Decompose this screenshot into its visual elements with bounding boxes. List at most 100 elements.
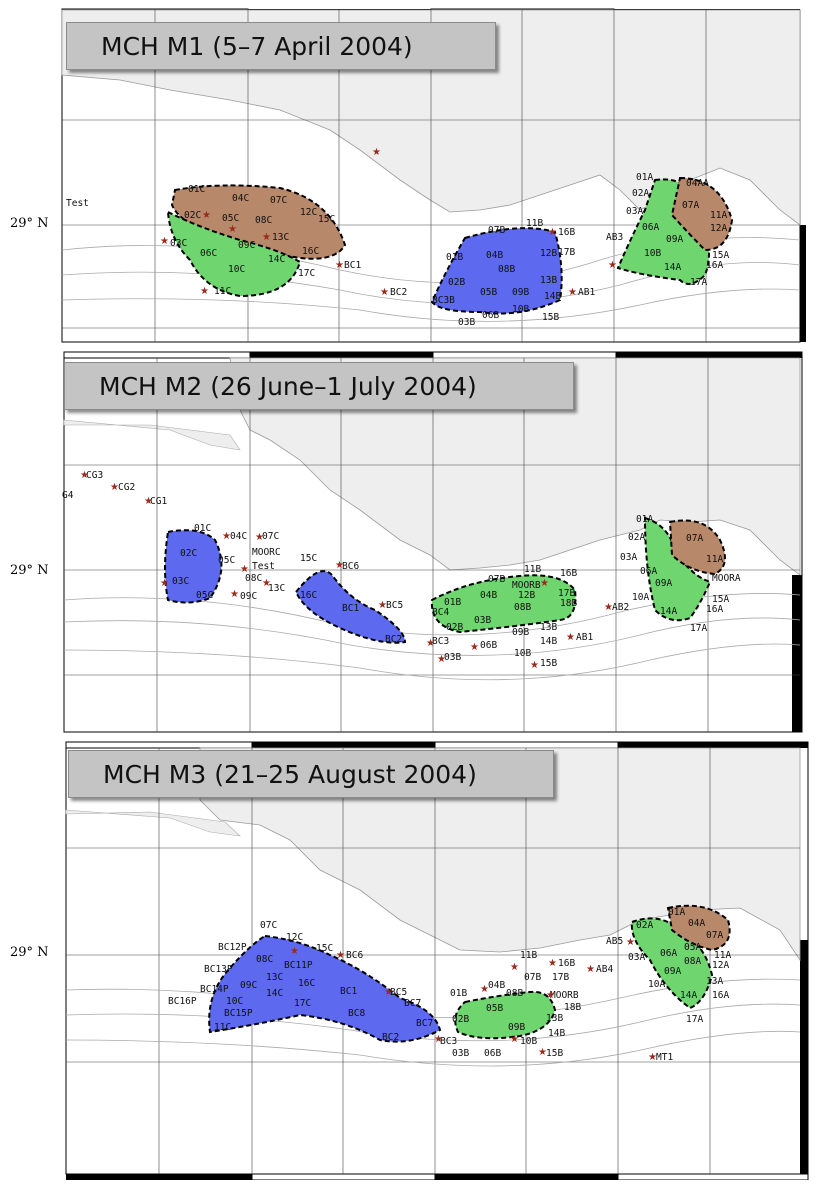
- svg-text:08A: 08A: [684, 956, 701, 967]
- svg-text:★: ★: [80, 470, 89, 481]
- svg-text:★: ★: [510, 962, 519, 973]
- svg-text:08C: 08C: [256, 954, 273, 965]
- svg-text:★: ★: [384, 987, 393, 998]
- svg-text:01A: 01A: [636, 172, 653, 183]
- panel-title: MCH M1 (5–7 April 2004): [66, 22, 496, 70]
- svg-text:06A: 06A: [640, 566, 657, 577]
- svg-text:17A: 17A: [690, 623, 707, 634]
- svg-text:BC2: BC2: [390, 287, 407, 298]
- svg-text:01C: 01C: [188, 184, 205, 195]
- land-area: [229, 357, 801, 576]
- svg-text:16B: 16B: [558, 958, 575, 969]
- svg-text:04C: 04C: [230, 531, 247, 542]
- svg-text:05B: 05B: [486, 1003, 503, 1014]
- svg-text:AB3: AB3: [606, 232, 623, 243]
- region-green-center: [454, 990, 557, 1040]
- svg-text:14B: 14B: [548, 1028, 565, 1039]
- region-blue-center: [430, 227, 563, 315]
- map-panel-m2: CG3 CG2 CG1 G4 01C 04C 07C 02C 05C MOORC 15C BC6 …: [0, 350, 823, 740]
- svg-text:09B: 09B: [512, 627, 529, 638]
- station-labels-m3: 07C 12C 15C BC6 BC12P 08C BC11P BC13P 13C 16C BC…: [168, 907, 731, 1063]
- svg-text:10A: 10A: [632, 592, 649, 603]
- svg-text:★: ★: [548, 227, 557, 238]
- svg-text:MOORA: MOORA: [712, 573, 741, 584]
- svg-text:03B: 03B: [452, 1048, 469, 1059]
- svg-text:03C: 03C: [172, 576, 189, 587]
- svg-text:02A: 02A: [636, 920, 653, 931]
- svg-text:★: ★: [380, 287, 389, 298]
- svg-text:12A: 12A: [710, 223, 727, 234]
- svg-text:04B: 04B: [486, 250, 503, 261]
- svg-text:07A: 07A: [686, 533, 703, 544]
- svg-text:BC8: BC8: [348, 1008, 365, 1019]
- svg-text:11B: 11B: [520, 950, 537, 961]
- svg-text:BC1: BC1: [344, 260, 361, 271]
- svg-text:17A: 17A: [690, 277, 707, 288]
- svg-text:Test: Test: [66, 198, 89, 209]
- svg-text:CG2: CG2: [118, 482, 135, 493]
- svg-text:★: ★: [290, 946, 299, 957]
- svg-text:★: ★: [228, 224, 237, 235]
- svg-text:03A: 03A: [620, 552, 637, 563]
- svg-text:03A: 03A: [628, 952, 645, 963]
- svg-text:04A: 04A: [688, 918, 705, 929]
- svg-text:09A: 09A: [664, 966, 681, 977]
- svg-text:09A: 09A: [655, 578, 672, 589]
- map-canvas-m3: 07C 12C 15C BC6 BC12P 08C BC11P BC13P 13C 16C BC…: [65, 741, 809, 1180]
- svg-text:04AA: 04AA: [686, 178, 709, 189]
- svg-text:05C: 05C: [222, 213, 239, 224]
- svg-text:09C: 09C: [240, 980, 257, 991]
- station-markers-m1: ★ ★ ★ ★ ★ ★ ★ ★ ★ ★ ★: [160, 147, 617, 298]
- svg-text:14A: 14A: [664, 262, 681, 273]
- svg-text:14A: 14A: [660, 606, 677, 617]
- svg-text:16B: 16B: [558, 227, 575, 238]
- svg-text:13B: 13B: [546, 1013, 563, 1024]
- svg-text:BC14P: BC14P: [200, 984, 229, 995]
- svg-text:10A: 10A: [648, 979, 665, 990]
- svg-text:12C: 12C: [300, 207, 317, 218]
- svg-text:07A: 07A: [706, 930, 723, 941]
- svg-text:★: ★: [378, 600, 387, 611]
- svg-text:03C: 03C: [170, 238, 187, 249]
- svg-text:★: ★: [262, 578, 271, 589]
- svg-text:★: ★: [335, 560, 344, 571]
- grid-lines: [66, 748, 800, 1174]
- svg-text:★: ★: [538, 1047, 547, 1058]
- svg-text:★: ★: [566, 632, 575, 643]
- svg-text:03B: 03B: [458, 317, 475, 328]
- svg-text:16C: 16C: [302, 246, 319, 257]
- svg-text:★: ★: [336, 950, 345, 961]
- svg-text:11A: 11A: [714, 950, 731, 961]
- svg-text:02B: 02B: [452, 1014, 469, 1025]
- svg-text:10B: 10B: [520, 1036, 537, 1047]
- svg-text:★: ★: [240, 564, 249, 575]
- svg-text:★: ★: [434, 1034, 443, 1045]
- svg-text:BC3: BC3: [432, 636, 449, 647]
- latitude-label: 29° N: [10, 563, 49, 578]
- svg-text:★: ★: [230, 589, 239, 600]
- svg-text:BC5: BC5: [386, 600, 403, 611]
- svg-text:01A: 01A: [668, 907, 685, 918]
- svg-text:11A: 11A: [710, 210, 727, 221]
- svg-text:07C: 07C: [262, 531, 279, 542]
- svg-text:★: ★: [546, 990, 555, 1001]
- svg-text:BC15P: BC15P: [224, 1008, 253, 1019]
- svg-text:01A: 01A: [636, 514, 653, 525]
- scale-bars: [65, 741, 809, 1180]
- svg-text:11C: 11C: [214, 1022, 231, 1033]
- svg-text:08B: 08B: [498, 264, 515, 275]
- region-blue-west: [208, 934, 442, 1043]
- svg-text:BC6: BC6: [342, 561, 359, 572]
- svg-text:12B: 12B: [518, 590, 535, 601]
- svg-text:★: ★: [200, 286, 209, 297]
- svg-text:★: ★: [510, 1034, 519, 1045]
- svg-text:AB5: AB5: [606, 936, 623, 947]
- svg-text:17B: 17B: [552, 972, 569, 983]
- svg-text:Test: Test: [252, 561, 275, 572]
- svg-text:MT1: MT1: [656, 1052, 673, 1063]
- svg-text:15B: 15B: [546, 1048, 563, 1059]
- svg-text:MOORB: MOORB: [512, 580, 541, 591]
- svg-text:15A: 15A: [712, 250, 729, 261]
- svg-text:AB1: AB1: [576, 632, 593, 643]
